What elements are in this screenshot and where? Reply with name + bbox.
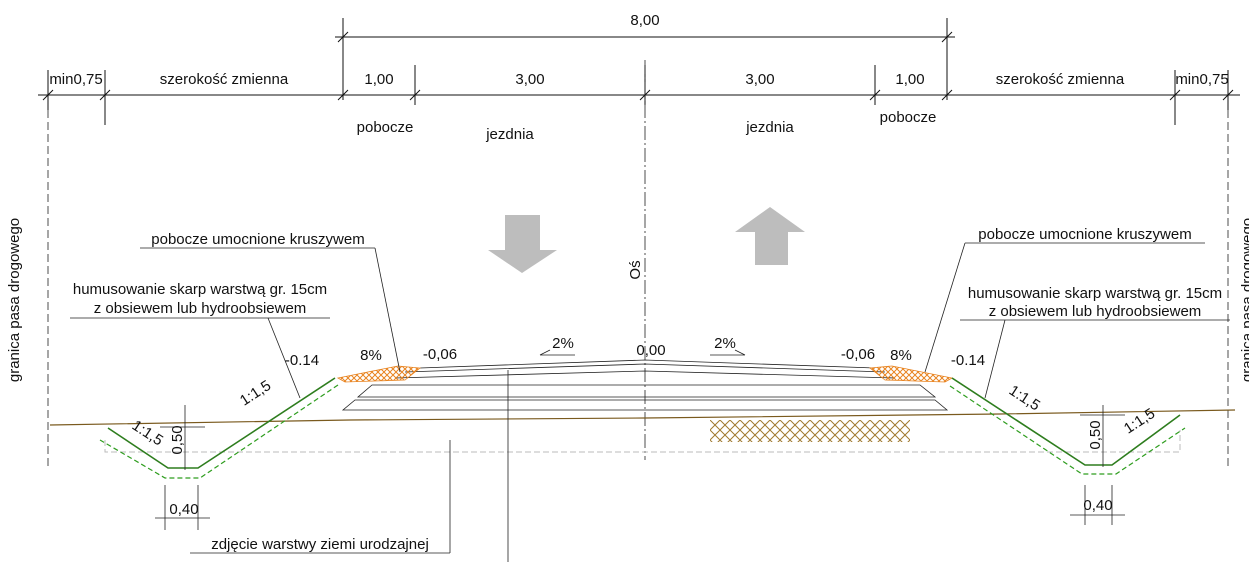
dimension-lines	[38, 18, 1240, 470]
level: 0,00	[636, 342, 665, 359]
level: 8%	[890, 347, 912, 364]
ditch-depth: 0,50	[1087, 420, 1104, 449]
level: 2%	[714, 335, 736, 352]
callout: pobocze umocnione kruszywem	[151, 231, 364, 248]
lane-label: pobocze	[880, 109, 937, 126]
ditch-width: 0,40	[169, 501, 198, 518]
callout: humusowanie skarp warstwą gr. 15cm	[968, 285, 1222, 302]
ground-line	[49, 409, 1236, 426]
segment-label: 3,00	[745, 71, 774, 88]
boundary-label: granica pasa drogowego	[1239, 218, 1249, 382]
lane-label: jezdnia	[745, 119, 794, 136]
lane-label: pobocze	[357, 119, 414, 136]
slope-ratio: 1:1,5	[237, 377, 274, 409]
slope-left	[107, 377, 336, 469]
level: 8%	[360, 347, 382, 364]
soil-hatch	[710, 420, 910, 442]
slope-ratio: 1:1,5	[1006, 382, 1043, 414]
segment-label: min0,75	[1175, 71, 1228, 88]
leaders	[70, 242, 1230, 562]
segment-label: min0,75	[49, 71, 102, 88]
segment-label: szerokość zmienna	[996, 71, 1125, 88]
segment-label: 1,00	[895, 71, 924, 88]
level: -0.14	[285, 352, 319, 369]
shoulder	[868, 365, 954, 383]
ditch-width: 0,40	[1083, 497, 1112, 514]
total-width: 8,00	[630, 12, 659, 29]
topsoil-right	[949, 385, 1186, 475]
callout: z obsiewem lub hydroobsiewem	[94, 300, 307, 317]
topsoil-left	[99, 384, 339, 479]
stripping-outline	[104, 430, 1181, 453]
direction-arrow	[488, 215, 557, 273]
stripping-label: zdjęcie warstwy ziemi urodzajnej	[211, 536, 429, 553]
slope-right	[951, 377, 1181, 466]
lane-label: jezdnia	[485, 126, 534, 143]
level: 2%	[552, 335, 574, 352]
callout: pobocze umocnione kruszywem	[978, 226, 1191, 243]
ditch-depth: 0,50	[169, 425, 186, 454]
direction-arrow	[735, 207, 805, 265]
slope-ratio: 1:1,5	[129, 417, 166, 449]
boundary-label: granica pasa drogowego	[6, 218, 23, 382]
segment-label: 3,00	[515, 71, 544, 88]
slope-arrow	[539, 349, 575, 356]
slope-ratio: 1:1,5	[1121, 405, 1158, 437]
level: -0,06	[841, 346, 875, 363]
callout: z obsiewem lub hydroobsiewem	[989, 303, 1202, 320]
level: -0.14	[951, 352, 985, 369]
shoulder	[336, 365, 422, 383]
level: -0,06	[423, 346, 457, 363]
axis-label: Oś	[627, 260, 644, 279]
slope-arrow	[710, 349, 746, 356]
callout: humusowanie skarp warstwą gr. 15cm	[73, 281, 327, 298]
segment-label: szerokość zmienna	[160, 71, 289, 88]
segment-label: 1,00	[364, 71, 393, 88]
